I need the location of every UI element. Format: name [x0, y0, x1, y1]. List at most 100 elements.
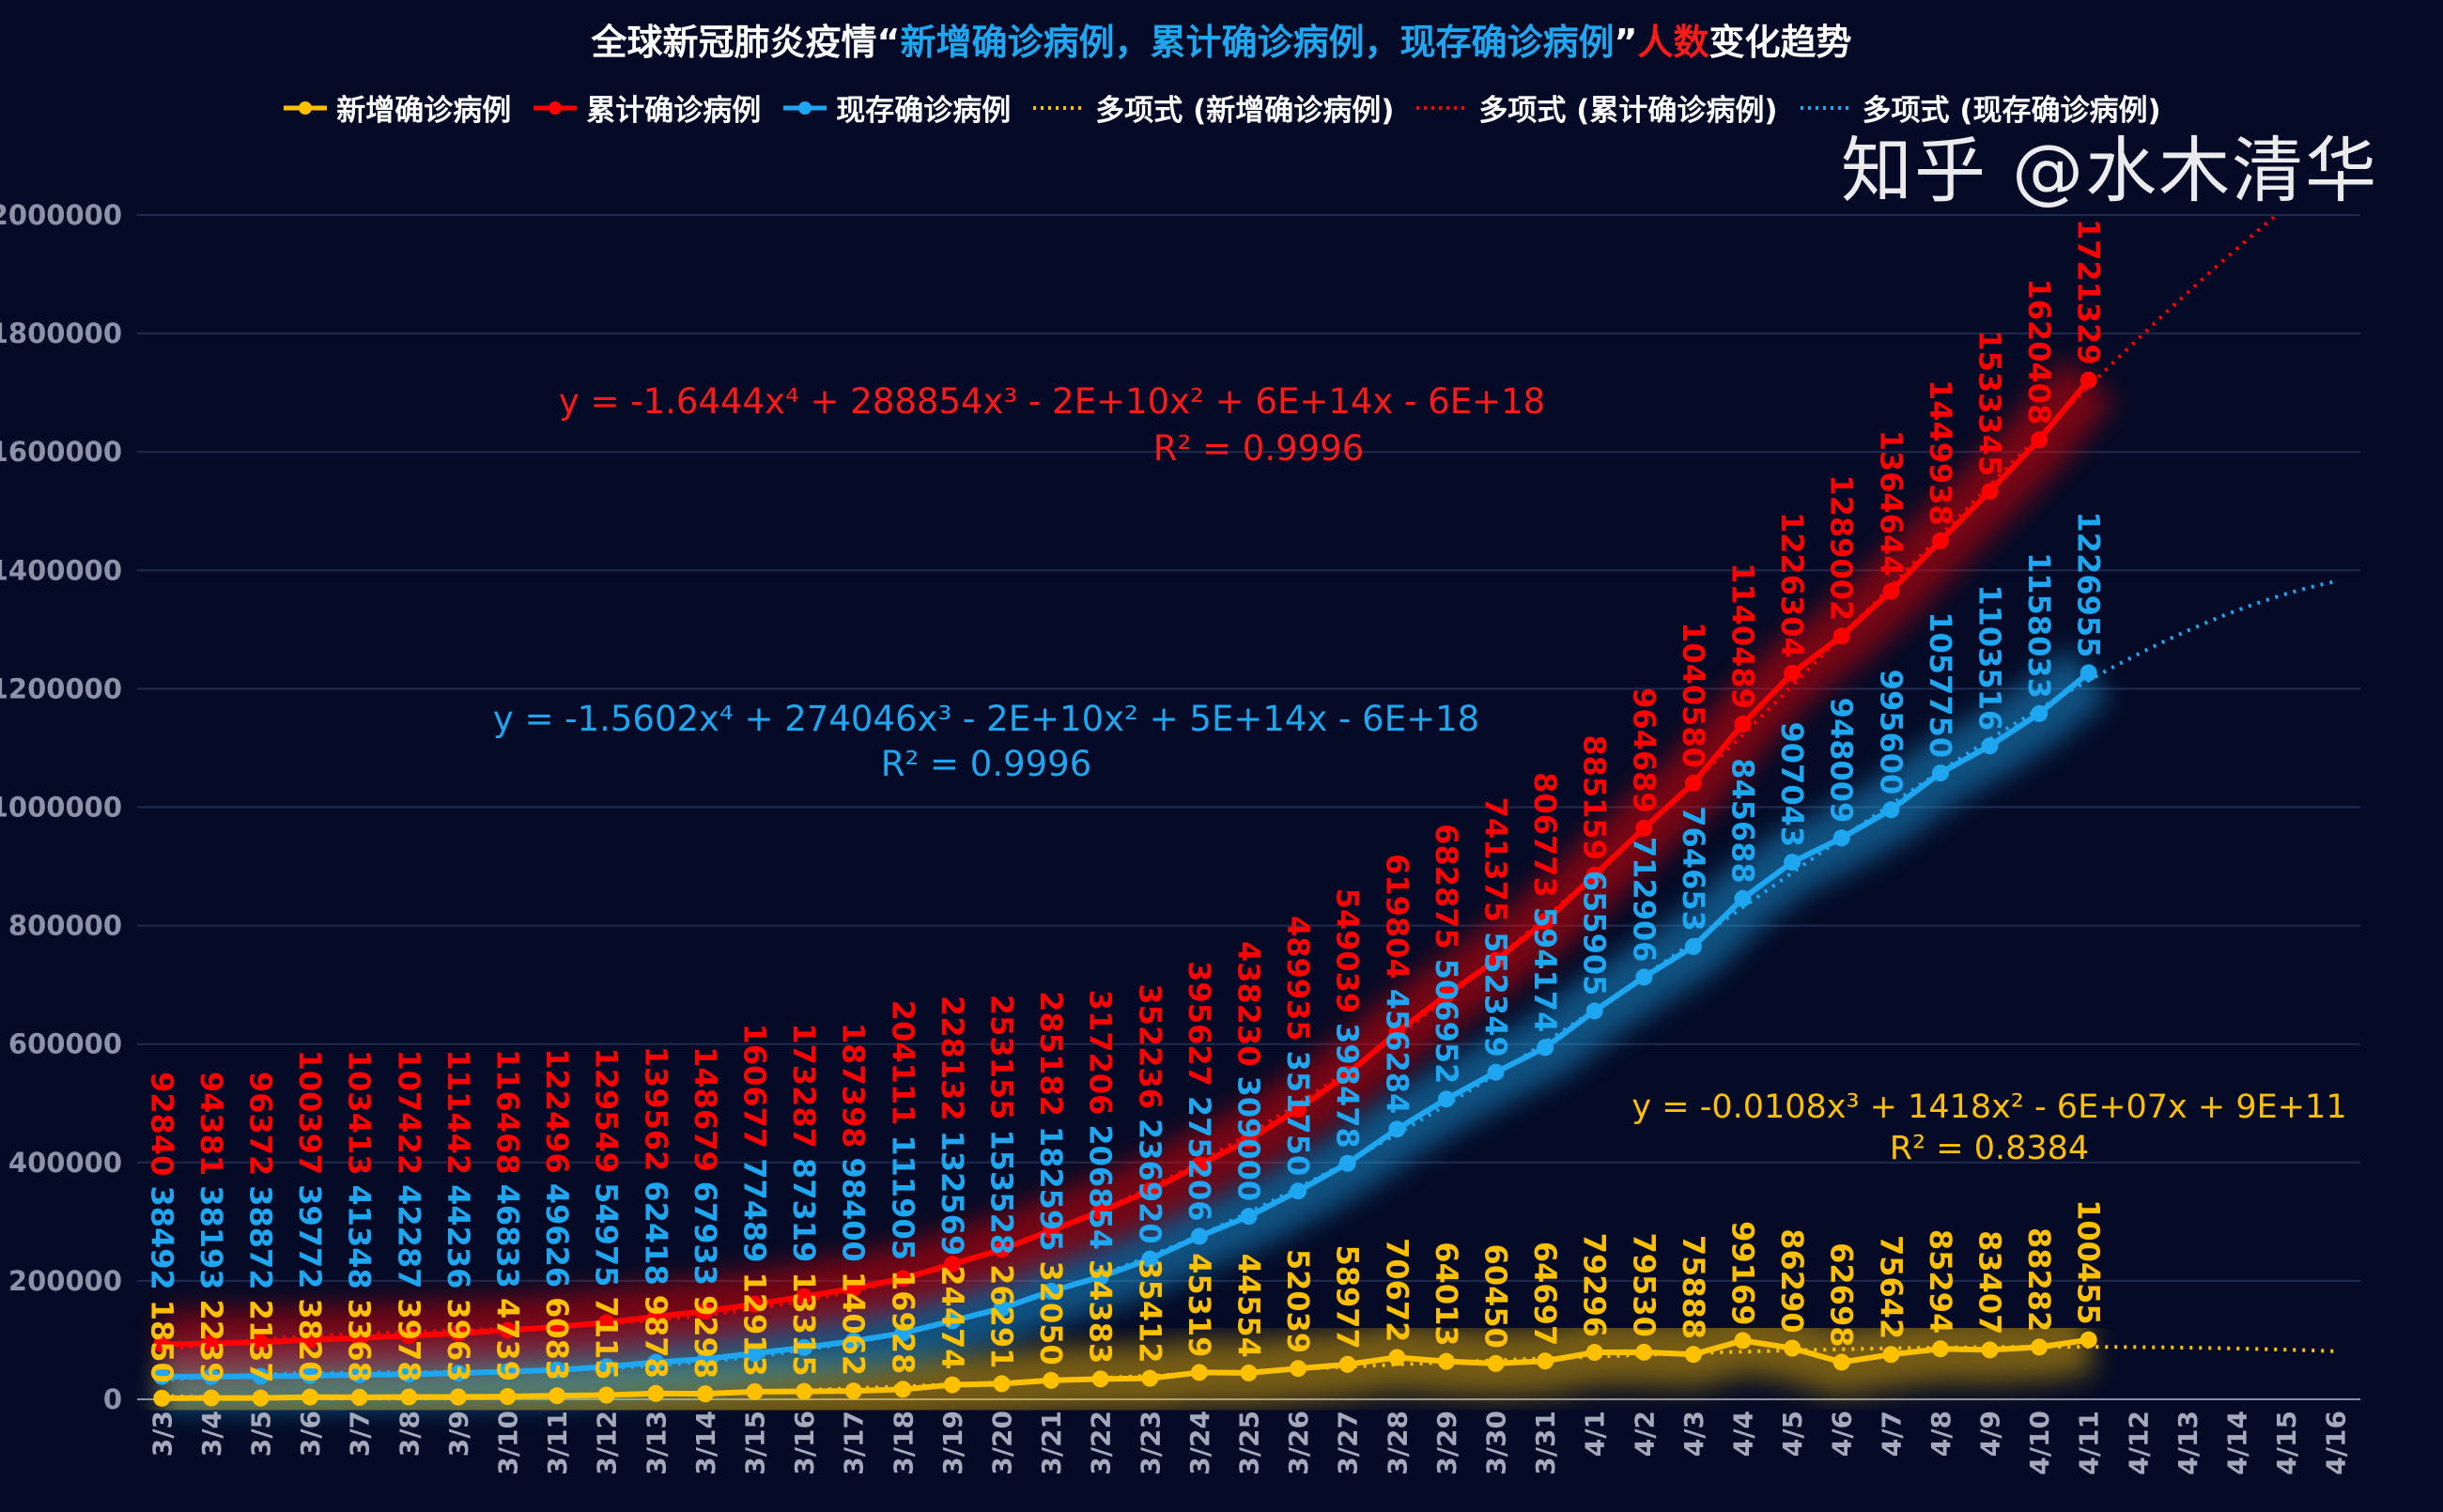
x-tick-label: 3/25: [1234, 1411, 1265, 1475]
data-label-new: 9298: [688, 1295, 723, 1379]
data-point-cumulative: [1537, 913, 1554, 931]
y-tick-label: 400000: [8, 1147, 122, 1179]
watermark: 知乎 @水木清华: [1841, 129, 2379, 212]
data-point-existing: [153, 1367, 171, 1385]
data-point-cumulative: [153, 1335, 171, 1353]
data-point-existing: [1684, 937, 1702, 955]
data-label-new: 58977: [1330, 1244, 1366, 1349]
data-label-cumulative: 116468: [490, 1049, 526, 1175]
data-label-existing: 995600: [1873, 670, 1909, 795]
data-point-cumulative: [943, 1256, 961, 1273]
data-label-new: 75888: [1676, 1235, 1711, 1339]
data-label-cumulative: 1140489: [1725, 563, 1761, 709]
data-point-cumulative: [1684, 774, 1702, 792]
data-point-existing: [1043, 1282, 1060, 1300]
data-label-existing: 49626: [539, 1183, 575, 1288]
data-point-cumulative: [2031, 431, 2049, 449]
data-point-cumulative: [844, 1279, 862, 1297]
x-tick-label: 4/3: [1678, 1411, 1709, 1457]
data-point-new: [302, 1388, 319, 1406]
data-label-existing: 1158033: [2021, 552, 2057, 699]
data-label-existing: 182595: [1033, 1126, 1069, 1252]
data-point-existing: [1190, 1227, 1208, 1245]
data-point-existing: [647, 1353, 665, 1371]
data-point-cumulative: [1437, 986, 1455, 1004]
data-point-existing: [302, 1366, 319, 1384]
data-point-existing: [252, 1367, 270, 1385]
equation-cumulative: y = -1.6444x⁴ + 288854x³ - 2E+10x² + 6E+…: [559, 381, 1545, 422]
data-label-existing: 351750: [1280, 1051, 1316, 1177]
data-point-cumulative: [746, 1295, 764, 1313]
y-tick-label: 1600000: [0, 436, 122, 468]
data-label-cumulative: 395627: [1182, 961, 1217, 1087]
data-point-new: [1043, 1371, 1060, 1389]
legend-label: 多项式 (新增确诊病例): [1095, 94, 1395, 128]
data-label-cumulative: 1364644: [1873, 430, 1909, 577]
data-point-existing: [1240, 1208, 1258, 1226]
equation-new: y = -0.0108x³ + 1418x² - 6E+07x + 9E+11: [1631, 1088, 2346, 1126]
x-tick-label: 3/20: [987, 1411, 1018, 1475]
data-point-existing: [1388, 1120, 1406, 1138]
data-point-new: [1537, 1352, 1554, 1370]
x-tick-label: 4/13: [2172, 1411, 2203, 1475]
data-label-existing: 456284: [1379, 989, 1415, 1115]
data-point-new: [1635, 1343, 1653, 1361]
r2-new: R² = 0.8384: [1890, 1130, 2089, 1167]
legend-marker-trend-new: [1033, 105, 1087, 110]
x-tick-label: 4/12: [2123, 1411, 2154, 1475]
data-point-existing: [1141, 1250, 1159, 1268]
x-tick-label: 3/7: [345, 1411, 376, 1457]
data-label-cumulative: 100397: [292, 1050, 328, 1176]
data-point-cumulative: [1882, 582, 1900, 600]
data-label-cumulative: 1449938: [1923, 379, 1958, 526]
x-tick-label: 3/8: [394, 1411, 425, 1457]
title-part-existing: 现存确诊病例: [1399, 22, 1615, 63]
data-label-new: 88282: [2021, 1227, 2057, 1332]
data-label-cumulative: 139562: [638, 1046, 673, 1172]
data-point-existing: [1784, 854, 1801, 872]
data-point-cumulative: [202, 1335, 220, 1352]
x-tick-label: 3/24: [1184, 1411, 1215, 1475]
data-point-new: [252, 1389, 270, 1407]
data-label-existing: 46833: [490, 1184, 526, 1288]
data-point-new: [1240, 1364, 1258, 1381]
data-point-existing: [1882, 801, 1900, 819]
data-point-cumulative: [302, 1331, 319, 1349]
legend-label: 累计确诊病例: [586, 94, 762, 128]
data-point-new: [1141, 1369, 1159, 1387]
data-point-new: [894, 1381, 912, 1398]
data-point-existing: [1338, 1154, 1356, 1172]
data-label-existing: 38872: [243, 1185, 279, 1289]
data-label-new: 3963: [441, 1298, 476, 1381]
data-point-existing: [2031, 704, 2049, 722]
data-label-existing: 275206: [1182, 1096, 1217, 1222]
data-label-existing: 153528: [984, 1130, 1020, 1256]
data-label-existing: 98400: [836, 1157, 872, 1261]
title-part-new: 新增确诊病例，: [900, 22, 1151, 63]
data-point-cumulative: [549, 1318, 566, 1335]
r2-existing: R² = 0.9996: [881, 744, 1092, 784]
data-label-new: 7115: [589, 1296, 625, 1380]
data-label-existing: 38492: [144, 1185, 179, 1289]
legend-label: 多项式 (现存确诊病例): [1862, 94, 2161, 128]
data-label-new: 52039: [1280, 1249, 1316, 1353]
data-label-existing: 764653: [1676, 806, 1711, 932]
data-label-cumulative: 885159: [1577, 734, 1613, 860]
data-point-new: [1882, 1346, 1900, 1364]
data-label-existing: 41348: [342, 1184, 378, 1288]
data-label-existing: 67933: [688, 1181, 723, 1286]
y-tick-label: 0: [103, 1383, 122, 1415]
data-point-new: [696, 1385, 714, 1403]
data-point-cumulative: [647, 1308, 665, 1326]
data-point-existing: [2080, 664, 2097, 682]
data-label-existing: 87319: [786, 1158, 822, 1262]
data-point-cumulative: [449, 1324, 467, 1342]
data-point-cumulative: [400, 1327, 418, 1345]
data-label-cumulative: 204111: [885, 1000, 920, 1126]
data-label-new: 83407: [1972, 1230, 2008, 1335]
data-point-new: [202, 1389, 220, 1407]
data-point-new: [1388, 1349, 1406, 1366]
x-tick-label: 3/5: [246, 1411, 277, 1457]
data-label-cumulative: 96372: [243, 1072, 279, 1176]
legend-label: 新增确诊病例: [336, 94, 512, 128]
